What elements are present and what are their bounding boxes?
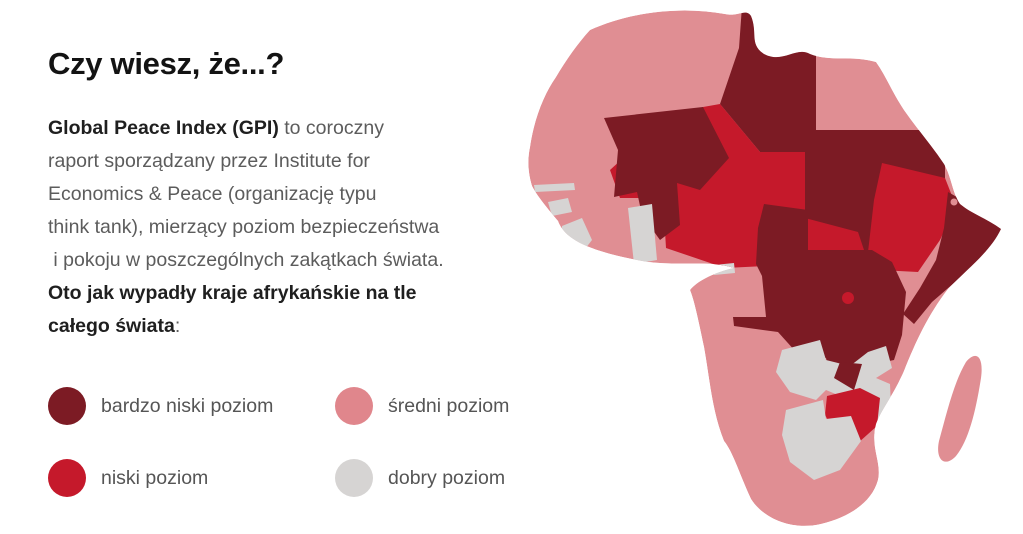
page-title: Czy wiesz, że...? <box>48 46 285 81</box>
africa-map-svg <box>528 10 1002 526</box>
map-region-ghana <box>628 204 657 264</box>
intro-bold-cta: całego świata <box>48 315 175 337</box>
legend-swatch-low <box>48 459 86 497</box>
africa-choropleth-map <box>520 0 1023 534</box>
legend-item-good: dobry poziom <box>335 458 505 498</box>
intro-line: raport sporządzany przez Institute for <box>48 150 370 172</box>
legend-item-medium: średni poziom <box>335 386 509 426</box>
intro-line: całego świata: <box>48 315 181 337</box>
map-region-madagascar <box>938 355 982 462</box>
intro-bold-cta: Oto jak wypadły kraje afrykańskie na tle <box>48 282 417 304</box>
intro-line: Economics & Peace (organizację typu <box>48 183 377 205</box>
legend-item-very-low: bardzo niski poziom <box>48 386 273 426</box>
intro-line: i pokoju w poszczególnych zakątkach świa… <box>48 249 444 271</box>
legend-label: bardzo niski poziom <box>101 394 274 417</box>
map-region-gambia <box>534 183 575 192</box>
intro-line: think tank), mierzący poziom bezpieczeńs… <box>48 216 440 238</box>
legend-label: dobry poziom <box>388 466 506 489</box>
legend-item-low: niski poziom <box>48 458 208 498</box>
map-region-zambia <box>776 340 892 432</box>
map-region-somalia <box>903 192 1002 324</box>
legend-label: średni poziom <box>388 394 510 417</box>
text-panel: Czy wiesz, że...? Global Peace Index (GP… <box>48 46 518 343</box>
map-region-djibouti <box>950 198 958 206</box>
map-region-mali <box>604 107 729 240</box>
map-region-guinea-bissau <box>548 198 572 216</box>
legend-swatch-very-low <box>48 387 86 425</box>
map-region-burundi <box>842 292 854 304</box>
legend-label: niski poziom <box>101 466 209 489</box>
intro-bold-lead: Global Peace Index (GPI) <box>48 117 279 139</box>
map-region-ethiopia <box>868 163 956 272</box>
map-region-drcongo-katanga <box>834 362 862 390</box>
intro-line: Global Peace Index (GPI) to coroczny <box>48 117 384 139</box>
legend-swatch-good <box>335 459 373 497</box>
map-region-equatorial-guinea <box>714 263 735 275</box>
map-region-cameroon-drcongo <box>733 204 906 388</box>
map-region-botswana <box>782 400 861 480</box>
legend-swatch-medium <box>335 387 373 425</box>
intro-paragraph: Global Peace Index (GPI) to coroczny rap… <box>48 112 518 343</box>
intro-line: Oto jak wypadły kraje afrykańskie na tle <box>48 277 518 310</box>
